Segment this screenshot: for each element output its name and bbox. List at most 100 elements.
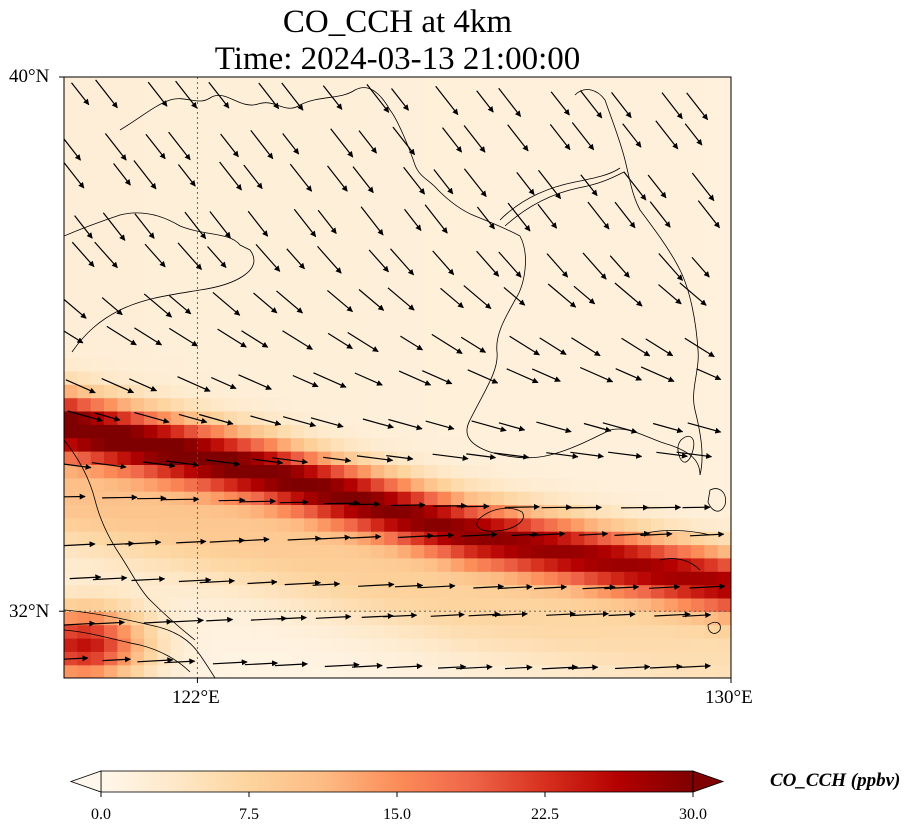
field-cell <box>570 304 585 318</box>
field-cell <box>544 477 559 492</box>
wind-arrow <box>144 243 166 268</box>
field-cell <box>304 77 318 91</box>
field-cell <box>250 210 265 225</box>
field-cell <box>224 584 238 599</box>
field-cell <box>450 170 465 185</box>
field-cell <box>224 290 238 305</box>
wind-arrow <box>640 531 673 538</box>
field-cell <box>64 290 78 305</box>
field-cell <box>651 330 665 345</box>
field-cell <box>370 557 385 572</box>
field-cell <box>77 624 92 639</box>
wind-arrow <box>656 451 688 459</box>
field-cell <box>437 330 452 345</box>
field-cell <box>717 103 731 118</box>
field-cell <box>624 410 639 425</box>
field-cell <box>570 357 585 372</box>
field-cell <box>104 237 118 252</box>
field-cell <box>330 357 345 372</box>
field-cell <box>90 170 105 185</box>
field-cell <box>677 611 692 626</box>
field-cell <box>624 317 639 332</box>
field-cell <box>344 157 358 172</box>
field-cell <box>517 170 532 185</box>
field-cell <box>357 117 372 132</box>
field-cell <box>437 410 452 425</box>
wind-arrow <box>546 253 569 278</box>
field-cell <box>237 597 252 612</box>
field-cell <box>104 290 118 305</box>
field-cell <box>544 664 559 678</box>
field-cell <box>610 397 625 412</box>
field-cell <box>624 571 639 586</box>
field-cell <box>530 90 545 105</box>
field-cell <box>410 344 425 359</box>
field-cell <box>64 437 78 452</box>
field-cell <box>704 571 719 586</box>
field-cell <box>304 143 318 158</box>
field-cell <box>250 557 265 572</box>
field-cell <box>490 237 505 252</box>
field-cell <box>450 130 465 145</box>
field-cell <box>144 264 158 278</box>
field-cell <box>504 664 519 678</box>
field-cell <box>557 304 572 318</box>
field-cell <box>277 344 292 359</box>
coastline <box>64 439 196 641</box>
field-cell <box>130 344 145 359</box>
field-cell <box>250 544 265 559</box>
field-cell <box>437 451 452 465</box>
field-cell <box>397 584 412 599</box>
field-cell <box>64 544 78 559</box>
field-cell <box>77 531 92 546</box>
field-cell <box>170 491 185 505</box>
field-cell <box>77 611 92 626</box>
wind-arrow <box>289 163 313 192</box>
field-cell <box>197 664 212 678</box>
field-cell <box>704 410 719 425</box>
field-cell <box>304 290 318 305</box>
field-cell <box>384 77 399 91</box>
field-cell <box>597 223 612 238</box>
field-cell <box>557 571 572 586</box>
field-cell <box>477 157 492 172</box>
field-cell <box>477 77 492 91</box>
field-cell <box>264 491 278 505</box>
field-cell <box>64 183 78 198</box>
field-cell <box>344 197 358 212</box>
field-cell <box>530 637 545 652</box>
field-cell <box>384 223 399 238</box>
field-cell <box>90 544 105 559</box>
field-cell <box>304 491 318 505</box>
field-cell <box>330 157 345 172</box>
field-cell <box>677 304 692 318</box>
field-cell <box>570 544 585 559</box>
wind-arrow <box>178 413 208 424</box>
field-cell <box>357 290 372 305</box>
field-cell <box>384 597 399 612</box>
field-cell <box>384 477 399 492</box>
wind-arrow <box>145 133 166 160</box>
field-cell <box>344 210 358 225</box>
field-cell <box>624 544 639 559</box>
wind-arrow <box>503 286 526 306</box>
field-cell <box>370 424 385 439</box>
field-cell <box>397 531 412 546</box>
field-cell <box>610 117 625 132</box>
field-cell <box>117 90 132 105</box>
wind-arrow <box>614 282 643 307</box>
field-cell <box>424 304 439 318</box>
field-cell <box>717 370 731 385</box>
field-cell <box>77 477 92 492</box>
wind-arrow <box>433 169 454 195</box>
map-title: CO_CCH at 4km <box>282 4 513 40</box>
field-cell <box>717 264 731 278</box>
field-cell <box>184 491 198 505</box>
field-cell <box>477 250 492 265</box>
field-cell <box>584 250 599 265</box>
field-cell <box>197 170 212 185</box>
field-cell <box>464 664 479 678</box>
field-cell <box>557 223 572 238</box>
field-cell <box>330 397 345 412</box>
field-cell <box>624 223 639 238</box>
